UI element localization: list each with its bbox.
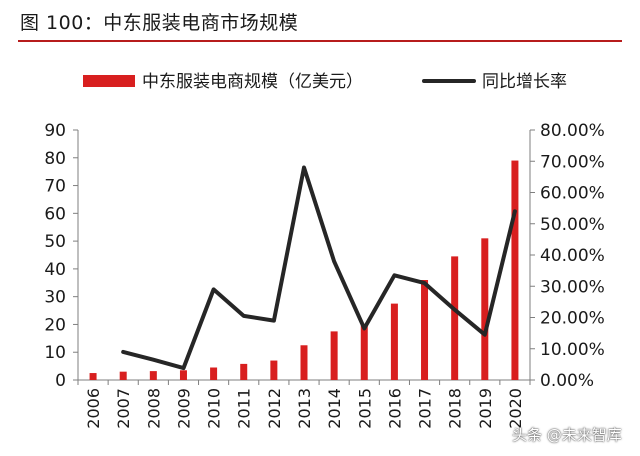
- bar-2007: [119, 371, 127, 380]
- bar-2016: [390, 303, 398, 380]
- watermark: 头条 @未来智库: [512, 426, 622, 444]
- left-tick-label: 30: [44, 288, 66, 308]
- x-tick-label: 2015: [355, 388, 374, 429]
- growth-point-2016: [393, 274, 395, 276]
- growth-point-2019: [484, 334, 486, 336]
- x-tick-label: 2018: [446, 388, 465, 429]
- x-tick-label: 2013: [295, 388, 314, 429]
- right-tick-label: 50.00%: [540, 215, 605, 235]
- bar-2006: [89, 373, 97, 380]
- left-tick-label: 40: [44, 260, 66, 280]
- growth-point-2008: [152, 359, 154, 361]
- growth-point-2017: [424, 282, 426, 284]
- growth-point-2013: [303, 167, 305, 168]
- x-tick-label: 2012: [265, 388, 284, 429]
- left-tick-label: 60: [44, 204, 66, 224]
- bar-2012: [270, 360, 278, 380]
- left-tick-label: 90: [44, 121, 66, 141]
- x-tick-label: 2016: [385, 388, 404, 429]
- x-tick-label: 2006: [84, 388, 103, 429]
- bar-2011: [240, 363, 248, 380]
- right-tick-label: 20.00%: [540, 309, 605, 329]
- x-tick-label: 2019: [476, 388, 495, 429]
- growth-point-2018: [454, 309, 456, 311]
- x-tick-label: 2011: [235, 388, 254, 429]
- right-tick-label: 10.00%: [540, 340, 605, 360]
- bar-2014: [330, 331, 338, 380]
- growth-point-2007: [122, 351, 124, 353]
- bar-2013: [300, 345, 308, 380]
- bar-2008: [149, 371, 157, 380]
- legend-bar-swatch: [83, 75, 135, 87]
- left-tick-label: 50: [44, 232, 66, 252]
- title-divider: [18, 40, 622, 42]
- left-tick-label: 20: [44, 315, 66, 335]
- left-tick-label: 10: [44, 343, 66, 363]
- left-tick-label: 0: [55, 371, 66, 391]
- x-tick-label: 2020: [506, 388, 525, 429]
- left-tick-label: 80: [44, 149, 66, 169]
- growth-point-2011: [243, 315, 245, 317]
- x-tick-label: 2008: [144, 388, 163, 429]
- right-tick-label: 70.00%: [540, 152, 605, 172]
- growth-point-2015: [363, 327, 365, 329]
- x-tick-label: 2009: [174, 388, 193, 429]
- right-tick-label: 30.00%: [540, 277, 605, 297]
- growth-rate-line: [121, 165, 517, 371]
- bar-2018: [451, 256, 459, 380]
- right-tick-label: 80.00%: [540, 121, 605, 141]
- growth-point-2020: [514, 210, 516, 212]
- right-tick-label: 0.00%: [540, 371, 594, 391]
- x-tick-label: 2017: [416, 388, 435, 429]
- x-tick-label: 2010: [205, 388, 224, 429]
- right-tick-label: 40.00%: [540, 246, 605, 266]
- growth-point-2010: [213, 288, 215, 290]
- x-tick-label: 2007: [114, 388, 133, 429]
- bar-2015: [360, 324, 368, 380]
- legend-label-line: 同比增长率: [482, 72, 567, 92]
- bar-2017: [421, 280, 429, 380]
- growth-point-2014: [333, 260, 335, 262]
- right-tick-label: 60.00%: [540, 184, 605, 204]
- growth-point-2009: [182, 367, 184, 369]
- bar-2019: [481, 238, 489, 380]
- bar-2009: [179, 370, 187, 380]
- growth-point-2012: [273, 320, 275, 322]
- bar-2010: [210, 367, 218, 380]
- left-tick-label: 70: [44, 177, 66, 197]
- bar-2020: [511, 160, 519, 380]
- x-tick-label: 2014: [325, 388, 344, 429]
- figure-title: 图 100：中东服装电商市场规模: [20, 12, 299, 34]
- legend-label-bar: 中东服装电商规模（亿美元）: [142, 72, 363, 92]
